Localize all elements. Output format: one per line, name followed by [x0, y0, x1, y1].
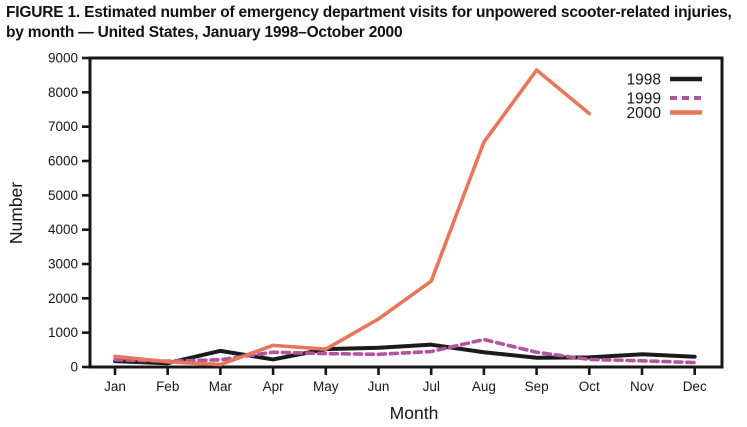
- x-tick-label: Jul: [423, 379, 440, 394]
- y-tick-label: 9000: [48, 51, 78, 66]
- y-tick-label: 2000: [48, 291, 78, 306]
- y-tick-label: 3000: [48, 257, 78, 272]
- x-tick-label: Jun: [368, 379, 390, 394]
- plot-frame: [88, 56, 724, 369]
- figure-title: FIGURE 1. Estimated number of emergency …: [6, 4, 732, 42]
- series-line-2000: [113, 68, 592, 367]
- legend-label-1998: 1998: [627, 72, 661, 89]
- y-tick-label: 6000: [48, 154, 78, 169]
- y-tick-label: 1000: [48, 325, 78, 340]
- x-tick-label: Dec: [683, 379, 707, 394]
- y-axis-title: Number: [6, 182, 26, 244]
- series-line-1998: [113, 342, 697, 366]
- x-tick-label: Sep: [525, 379, 549, 394]
- plot-area: 0 1000 2000 3000 4000 5000 6000 7000 8000 9000 Jan…: [48, 51, 724, 394]
- x-tick-label: Nov: [630, 379, 654, 394]
- y-tick-label: 7000: [48, 119, 78, 134]
- y-tick-label: 0: [70, 360, 78, 375]
- x-tick-label: Apr: [263, 379, 285, 394]
- y-tick-label: 8000: [48, 85, 78, 100]
- y-tick-label: 4000: [48, 222, 78, 237]
- x-tick-label: Aug: [472, 379, 496, 394]
- series-line-1999: [113, 337, 697, 365]
- x-tick-label: Feb: [156, 379, 179, 394]
- legend-label-1999: 1999: [627, 91, 661, 108]
- x-axis-title: Month: [390, 403, 439, 423]
- x-tick-label: Oct: [579, 379, 600, 394]
- legend-label-2000: 2000: [627, 105, 662, 122]
- y-tick-label: 5000: [48, 188, 78, 203]
- x-tick-label: Jan: [104, 379, 126, 394]
- x-tick-label: May: [313, 379, 339, 394]
- x-tick-label: Mar: [209, 379, 233, 394]
